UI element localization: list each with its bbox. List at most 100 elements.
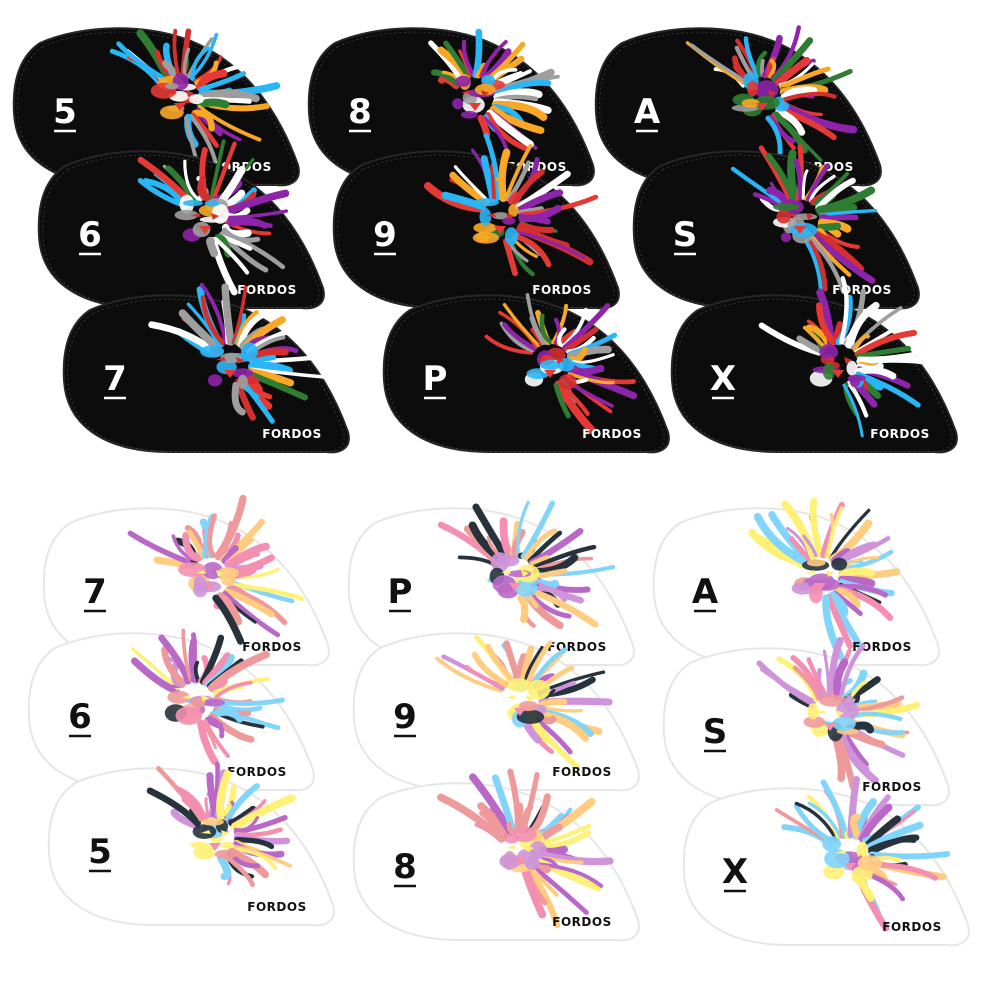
brand-logo-text: FORDOS <box>862 780 921 794</box>
lion-mane-stroke <box>227 551 261 570</box>
lion-mane-stroke <box>443 40 471 79</box>
lion-mane-stroke <box>554 380 596 434</box>
lion-face-patch <box>822 363 836 380</box>
lion-mane-stroke <box>806 324 832 348</box>
lion-face-patch <box>217 567 239 579</box>
lion-mane-stroke <box>441 191 487 211</box>
lion-mane-stroke <box>196 98 230 109</box>
lion-face-patch <box>220 352 242 364</box>
white-headcover: P FORDOS <box>347 500 635 667</box>
lion-nose <box>814 583 826 591</box>
lion-mane-stroke <box>483 133 501 201</box>
lion-mane-stroke <box>829 508 871 560</box>
lion-mane-stroke <box>856 355 936 366</box>
lion-mane-stroke <box>525 640 553 684</box>
lion-mane-stroke <box>802 534 818 557</box>
lion-mane-stroke <box>223 853 255 887</box>
lion-mane-stroke <box>566 345 612 361</box>
lion-mane-stroke <box>485 112 528 151</box>
lion-mane-stroke <box>211 141 237 202</box>
lion-mane-stroke <box>522 719 542 744</box>
lion-mane-stroke <box>224 220 273 229</box>
lion-mane-stroke <box>461 39 476 78</box>
lion-artwork <box>148 282 330 424</box>
lion-mane-stroke <box>214 702 263 713</box>
lion-nose <box>544 370 556 378</box>
lion-face-patch <box>160 105 184 120</box>
lion-mane-stroke <box>833 587 861 608</box>
lion-mane-stroke <box>221 189 290 217</box>
lion-mane-stroke <box>204 797 210 818</box>
lion-mane-stroke <box>518 206 544 215</box>
lion-mane-stroke <box>209 139 226 201</box>
lion-face-patch <box>481 74 496 86</box>
lion-mane-stroke <box>515 802 525 834</box>
lion-eye <box>506 213 514 220</box>
lion-nose <box>844 863 856 871</box>
lion-mane-stroke <box>214 680 253 699</box>
white-headcover: S FORDOS <box>662 636 950 807</box>
lion-mane-stroke <box>780 86 818 101</box>
lion-face-patch <box>207 374 223 387</box>
headcover-shell <box>12 27 300 187</box>
lion-nose <box>209 843 221 851</box>
lion-mane-stroke <box>201 720 217 750</box>
lion-mane-stroke <box>155 677 181 689</box>
lion-mane-stroke <box>793 158 804 201</box>
lion-mane-stroke <box>502 322 537 351</box>
lion-mane-stroke <box>472 28 483 79</box>
lion-face-patch <box>204 200 220 207</box>
lion-mane-stroke <box>842 730 869 767</box>
lion-mane-stroke <box>197 719 219 766</box>
lion-mane-stroke <box>202 652 232 687</box>
club-number-label: 6 <box>68 697 92 737</box>
lion-mane-stroke <box>842 383 864 438</box>
club-number-label: 9 <box>373 215 397 255</box>
lion-mane-stroke <box>570 353 615 365</box>
lion-face-patch <box>824 849 850 869</box>
club-number-label: X <box>722 852 748 892</box>
lion-mane-stroke <box>246 370 308 401</box>
club-number-label: A <box>692 572 719 612</box>
lion-mane-stroke <box>116 41 169 83</box>
lion-face-patch <box>241 342 258 362</box>
club-number-label: 5 <box>53 92 77 132</box>
lion-face-patch <box>214 849 237 859</box>
lion-mane-stroke <box>796 335 824 354</box>
lion-mane-stroke <box>209 708 244 723</box>
lion-mane-stroke <box>206 513 218 558</box>
brand-logo-text: FORDOS <box>582 427 641 441</box>
lion-face-patch <box>776 209 792 224</box>
lion-mane-stroke <box>846 381 869 418</box>
brand-logo-text: FORDOS <box>552 915 611 929</box>
lion-face-patch <box>819 694 847 707</box>
lion-face-patch <box>232 368 254 379</box>
lion-eye <box>216 570 224 577</box>
lion-mane-stroke <box>518 215 551 225</box>
lion-mane-stroke <box>760 667 817 704</box>
lion-mane-stroke <box>771 111 808 154</box>
lion-mane-stroke <box>200 634 225 685</box>
lion-mane-stroke <box>516 500 530 557</box>
lion-face-patch <box>819 344 839 360</box>
lion-face-patch <box>474 84 496 96</box>
lion-mane-stroke <box>820 779 849 839</box>
lion-mane-stroke <box>809 497 825 559</box>
white-headcover: 7 FORDOS <box>42 494 330 667</box>
lion-mane-stroke <box>813 230 864 273</box>
lion-mane-stroke <box>224 783 260 823</box>
black-headcover: 6 FORDOS <box>37 139 325 310</box>
lion-mane-stroke <box>191 109 215 132</box>
lion-mane-stroke <box>852 334 870 352</box>
club-number-label: A <box>634 92 661 132</box>
lion-mane-stroke <box>805 238 828 292</box>
lion-mane-stroke <box>465 664 507 689</box>
lion-face-patch <box>741 98 760 108</box>
lion-eye <box>166 90 176 94</box>
lion-mane-stroke <box>234 836 275 850</box>
lion-face-patch <box>780 232 792 243</box>
lion-face-patch <box>199 216 226 223</box>
lion-eye <box>201 695 209 702</box>
lion-face-patch <box>473 222 497 234</box>
black-headcover: 9 FORDOS <box>332 133 620 310</box>
